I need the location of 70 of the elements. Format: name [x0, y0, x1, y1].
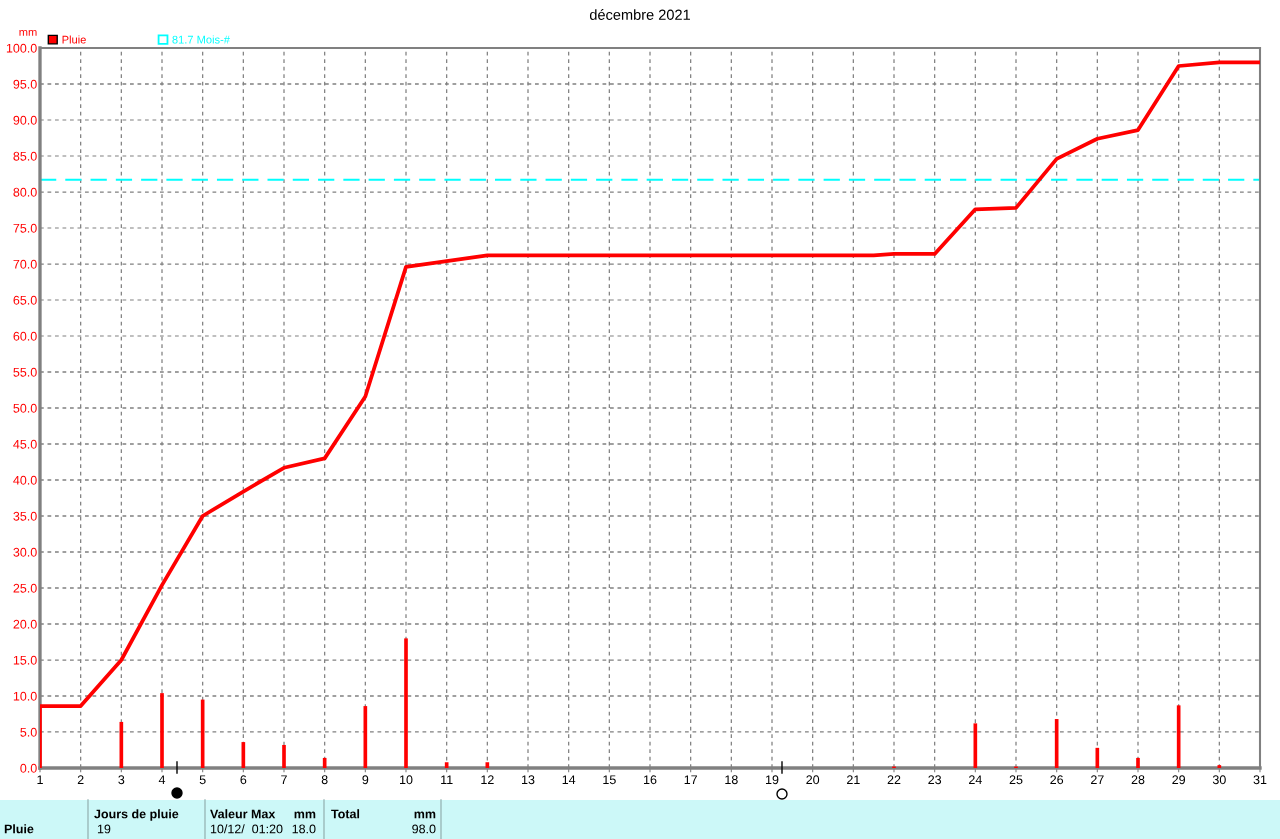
x-tick-label: 2	[77, 775, 84, 784]
text: 98.0	[412, 824, 436, 834]
text: 18.0	[292, 824, 316, 834]
y-tick-label: 75.0	[13, 223, 37, 233]
chart-title: décembre 2021	[589, 9, 690, 20]
x-tick-label: 16	[644, 775, 657, 785]
y-tick-label: 30.0	[13, 547, 37, 557]
y-tick-label: 25.0	[13, 583, 37, 593]
text: mm	[294, 811, 316, 819]
text: Valeur Max	[210, 809, 276, 819]
bar	[1136, 757, 1140, 768]
x-tick-label: 12	[481, 775, 494, 784]
y-tick-label: 40.0	[13, 475, 37, 485]
text: Pluie	[4, 824, 34, 834]
x-tick-label: 23	[928, 775, 942, 785]
y-tick-label: 95.0	[13, 79, 37, 89]
bar	[404, 638, 408, 768]
y-tick-label: 65.0	[13, 295, 37, 305]
x-tick-label: 27	[1091, 775, 1104, 784]
x-tick-label: 15	[603, 775, 616, 785]
x-tick-label: 19	[766, 775, 779, 785]
x-tick-label: 21	[847, 775, 860, 784]
text: 10/12/ 01:20	[210, 824, 283, 834]
x-tick-label: 26	[1050, 775, 1064, 785]
x-tick-label: 7	[281, 775, 287, 784]
y-tick-label: 45.0	[13, 439, 37, 449]
x-tick-label: 17	[684, 775, 697, 784]
y-tick-label: 10.0	[13, 691, 37, 701]
x-tick-label: 20	[806, 775, 820, 785]
y-tick-label: 80.0	[13, 187, 37, 197]
x-tick-label: 29	[1172, 775, 1186, 785]
y-tick-label: 0.0	[20, 763, 37, 773]
y-tick-label: 35.0	[13, 511, 37, 521]
y-tick-label: 20.0	[13, 619, 37, 629]
legend-label: 81.7 Mois-#	[172, 35, 230, 44]
x-tick-label: 18	[725, 775, 738, 785]
y-tick-label: 85.0	[13, 151, 37, 161]
y-tick-label: 100.0	[6, 43, 37, 53]
y-tick-label: 60.0	[13, 331, 37, 341]
y-tick-label: 55.0	[13, 367, 37, 377]
y-tick-label: 90.0	[13, 115, 37, 125]
x-tick-label: 28	[1131, 775, 1145, 785]
y-tick-label: 5.0	[20, 727, 37, 737]
text: mm	[414, 811, 436, 819]
x-tick-label: 11	[441, 775, 453, 784]
bar	[282, 744, 286, 768]
x-tick-label: 3	[118, 775, 125, 785]
x-tick-label: 5	[199, 775, 206, 785]
x-tick-label: 25	[1009, 775, 1023, 785]
x-tick-label: 6	[240, 775, 247, 785]
x-tick-label: 22	[887, 775, 901, 784]
x-tick-label: 4	[158, 775, 166, 784]
x-tick-label: 30	[1212, 775, 1226, 785]
x-tick-label: 9	[362, 775, 369, 785]
text: 19	[97, 824, 111, 834]
bar	[160, 693, 164, 768]
x-tick-label: 1	[37, 775, 43, 784]
x-tick-label: 24	[969, 775, 982, 784]
x-tick-label: 31	[1253, 775, 1267, 785]
x-tick-label: 14	[562, 775, 576, 784]
x-tick-label: 13	[522, 775, 535, 785]
y-tick-label: 15.0	[13, 655, 37, 665]
legend-label: Pluie	[62, 35, 86, 44]
y-axis-title: mm	[19, 29, 37, 36]
text: Total	[331, 809, 360, 819]
text: Jours de pluie	[94, 809, 179, 821]
x-tick-label: 10	[400, 775, 413, 785]
x-tick-label: 8	[321, 775, 328, 785]
y-tick-label: 50.0	[13, 403, 37, 413]
y-tick-label: 70.0	[13, 259, 37, 269]
